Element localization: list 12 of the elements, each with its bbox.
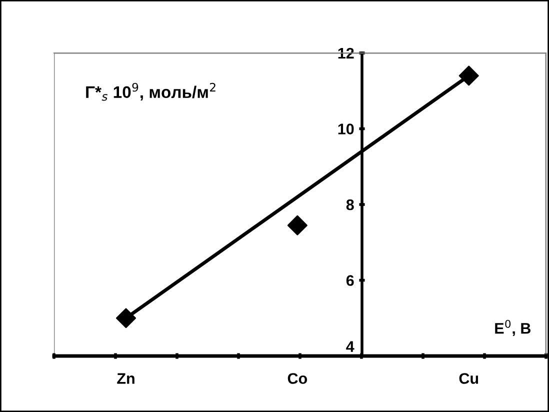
y-tick-label: 6	[346, 275, 354, 286]
y-tick-label: 10	[338, 124, 354, 134]
x-tick-label: Zn	[117, 373, 134, 384]
y-axis-title: Γ*$_{s}$ 10$^{9}$, моль/м$^{2}$	[86, 82, 216, 101]
point	[287, 215, 308, 236]
point	[458, 66, 479, 86]
x-tick-label: Cu	[459, 373, 478, 384]
x-tick-label: Co	[288, 373, 308, 384]
x-axis-title: E$^{0}$, В	[495, 320, 530, 336]
y-tick-label: 4	[346, 341, 354, 352]
point	[116, 308, 136, 328]
y-tick-label: 8	[346, 199, 354, 210]
